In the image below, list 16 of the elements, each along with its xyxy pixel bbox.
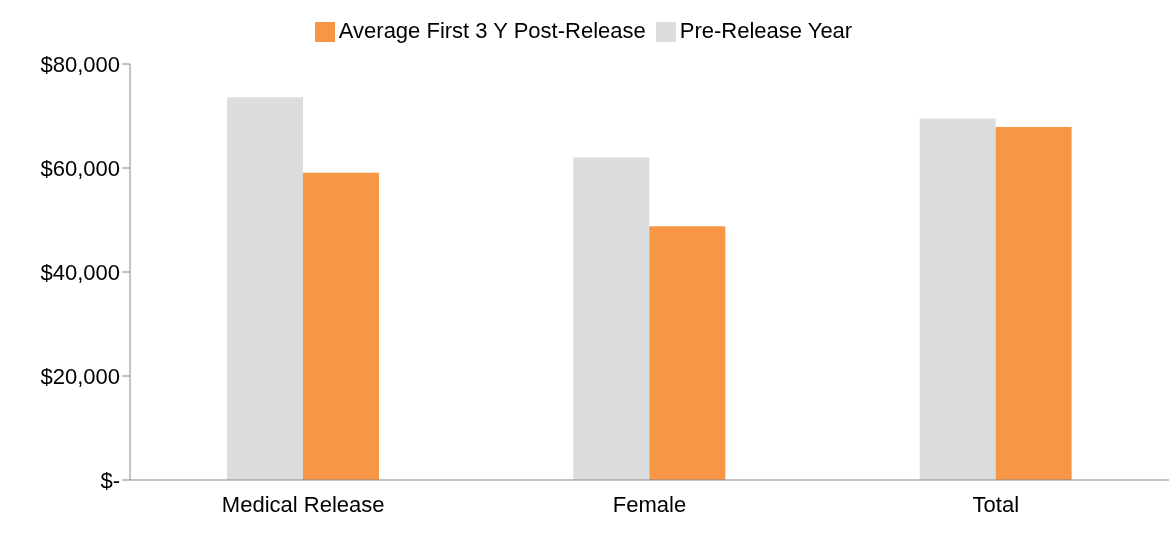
bar (649, 226, 726, 480)
bar (302, 172, 379, 480)
y-tick-label: $- (100, 467, 120, 493)
y-tick-label: $60,000 (40, 155, 120, 181)
y-tick-label: $80,000 (40, 51, 120, 77)
bar (573, 157, 650, 480)
bar (919, 118, 996, 480)
x-tick-label: Female (612, 491, 687, 517)
legend-label: Average First 3 Y Post-Release (338, 18, 646, 43)
x-tick-label: Total (972, 491, 1020, 517)
bar (995, 126, 1072, 480)
legend-label: Pre-Release Year (679, 18, 853, 43)
bar (226, 97, 303, 480)
x-tick-label: Medical Release (221, 491, 385, 517)
y-tick-label: $20,000 (40, 363, 120, 389)
y-tick-label: $40,000 (40, 259, 120, 285)
